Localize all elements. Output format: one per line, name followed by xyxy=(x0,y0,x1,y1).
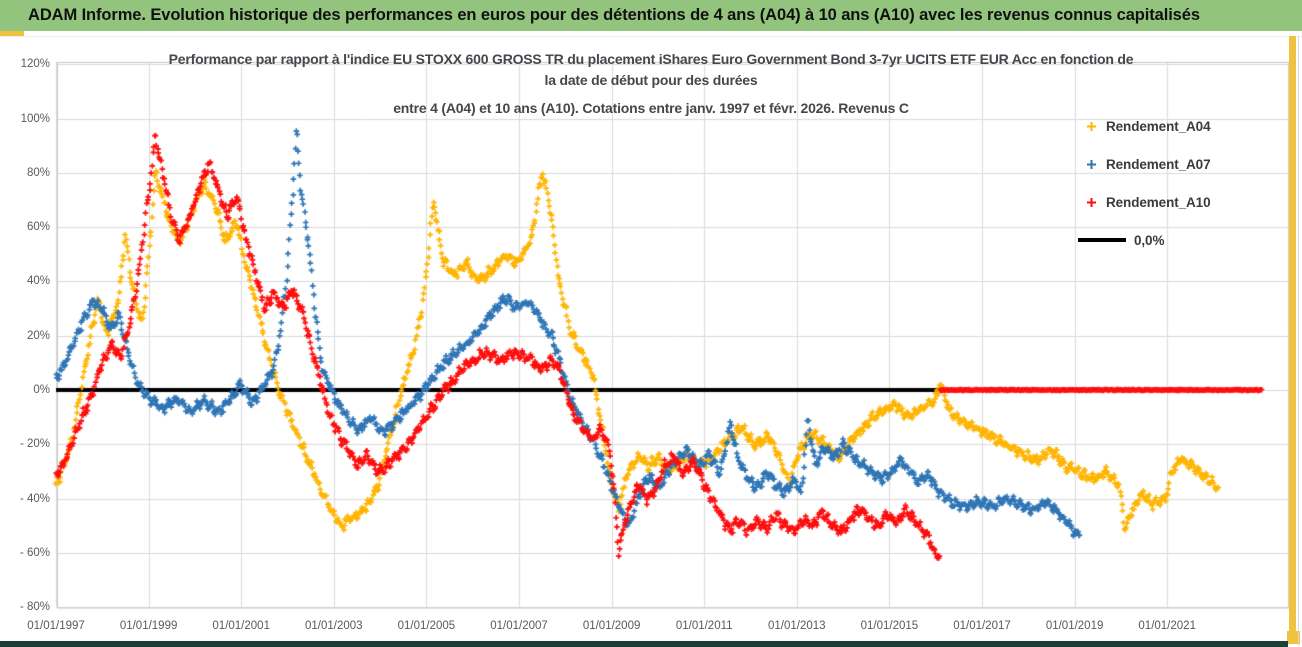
x-axis-label: 01/01/2009 xyxy=(582,620,641,632)
legend-label: Rendement_A04 xyxy=(1106,118,1211,134)
right-corner-accent xyxy=(1287,631,1300,644)
y-axis-label: 0% xyxy=(33,384,50,396)
x-axis-label: 01/01/2011 xyxy=(675,620,733,632)
legend-label: Rendement_A10 xyxy=(1106,194,1211,210)
x-axis-label: 01/01/2003 xyxy=(305,620,363,632)
legend-item-rendement-a04[interactable]: Rendement_A04 xyxy=(1076,114,1276,138)
plus-marker-icon xyxy=(1076,121,1106,132)
legend-item-rendement-a10[interactable]: Rendement_A10 xyxy=(1076,190,1276,214)
y-axis-label: - 60% xyxy=(19,546,50,559)
chart-legend[interactable]: Rendement_A04 Rendement_A07 Rendement_A10 0… xyxy=(1076,114,1276,266)
y-axis-label: 60% xyxy=(26,221,50,234)
x-axis-label: 01/01/2017 xyxy=(953,620,1011,632)
x-axis-label: 01/01/2019 xyxy=(1045,620,1104,632)
x-axis-label: 01/01/1999 xyxy=(119,620,178,632)
y-axis-label: 100% xyxy=(20,112,50,125)
x-axis-label: 01/01/2005 xyxy=(397,620,456,632)
x-axis-label: 01/01/2001 xyxy=(212,620,270,632)
y-axis-label: - 20% xyxy=(19,438,50,451)
chart-title-line-3: entre 4 (A04) et 10 ans (A10). Cotations… xyxy=(393,100,909,116)
x-axis-label: 01/01/1997 xyxy=(27,620,85,632)
legend-label: 0,0% xyxy=(1134,232,1165,248)
plus-marker-icon xyxy=(1076,197,1106,208)
x-axis-label: 01/01/2021 xyxy=(1138,620,1196,632)
right-edge-accent xyxy=(1289,36,1296,643)
zero-line-icon xyxy=(1078,238,1126,242)
legend-item-rendement-a07[interactable]: Rendement_A07 xyxy=(1076,152,1276,176)
legend-item-0-0-[interactable]: 0,0% xyxy=(1078,228,1276,252)
plus-marker-icon xyxy=(1076,159,1106,170)
x-axis-label: 01/01/2013 xyxy=(768,620,826,632)
y-axis-label: - 40% xyxy=(19,492,50,505)
y-axis-label: 120% xyxy=(20,58,50,71)
y-axis-label: 40% xyxy=(26,275,50,288)
status-bar xyxy=(0,641,1288,647)
y-axis-label: - 80% xyxy=(19,601,50,614)
chart-title-line-2: la date de début pour des durées xyxy=(544,72,758,88)
legend-label: Rendement_A07 xyxy=(1106,156,1211,172)
x-axis-label: 01/01/2007 xyxy=(490,620,548,632)
y-axis-label: 80% xyxy=(26,166,50,179)
y-axis-label: 20% xyxy=(26,329,50,342)
window-edge-line xyxy=(1298,36,1299,646)
x-axis-label: 01/01/2015 xyxy=(860,620,919,632)
chart-title-line-1: Performance par rapport à l'indice EU ST… xyxy=(168,51,1134,67)
